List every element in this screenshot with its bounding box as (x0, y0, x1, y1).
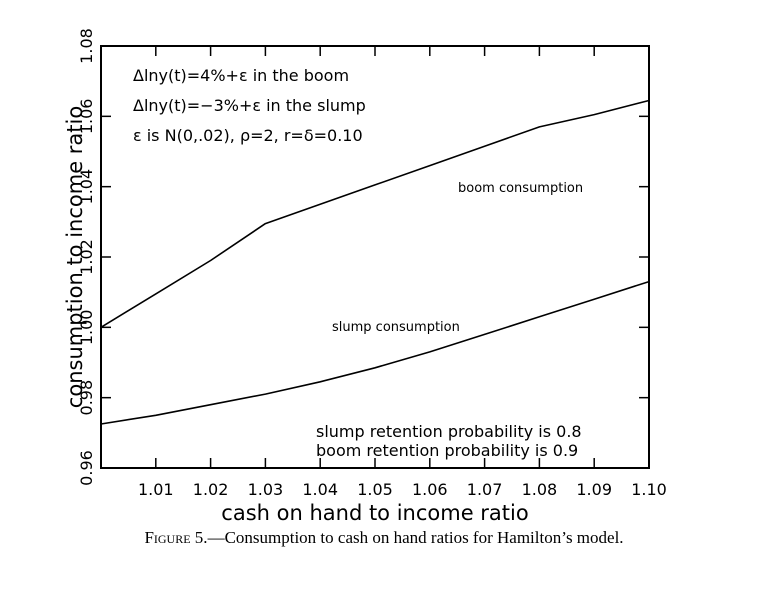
figure-caption: Figure 5.—Consumption to cash on hand ra… (0, 528, 768, 548)
boom-consumption-label: boom consumption (458, 181, 583, 196)
x-tick-label: 1.03 (248, 480, 284, 499)
y-tick-label: 0.98 (77, 380, 96, 416)
boom-consumption-line (100, 99, 650, 328)
annotation-parameters: ε is N(0,.02), ρ=2, r=δ=0.10 (133, 126, 363, 145)
slump-consumption-line (100, 280, 650, 425)
figure-number: Figure 5. (144, 528, 208, 547)
y-tick-label: 1.06 (77, 99, 96, 135)
x-axis-ticks: 1.01 1.02 1.03 1.04 1.05 1.06 1.07 1.08 1.09 1.10 (138, 46, 667, 499)
slump-consumption-label: slump consumption (332, 320, 460, 335)
y-axis-label: consumption to income ratio (63, 106, 87, 408)
x-tick-label: 1.06 (412, 480, 448, 499)
x-tick-label: 1.10 (631, 480, 667, 499)
x-tick-label: 1.08 (522, 480, 558, 499)
y-tick-label: 0.96 (77, 450, 96, 486)
x-axis-label: cash on hand to income ratio (221, 501, 528, 525)
figure-caption-text: —Consumption to cash on hand ratios for … (207, 528, 624, 547)
boom-retention-note: boom retention probability is 0.9 (316, 441, 578, 460)
x-tick-label: 1.09 (576, 480, 612, 499)
y-axis-ticks: 0.96 0.98 1.00 1.02 1.04 1.06 1.08 (77, 28, 649, 486)
y-tick-label: 1.00 (77, 310, 96, 346)
series-lines (100, 99, 650, 425)
x-tick-label: 1.04 (302, 480, 338, 499)
annotation-slump-growth: Δlny(t)=−3%+ε in the slump (133, 96, 366, 115)
x-tick-label: 1.01 (138, 480, 174, 499)
y-tick-label: 1.04 (77, 169, 96, 205)
y-tick-label: 1.02 (77, 239, 96, 275)
x-tick-label: 1.07 (467, 480, 503, 499)
annotation-boom-growth: Δlny(t)=4%+ε in the boom (133, 66, 349, 85)
x-tick-label: 1.02 (193, 480, 229, 499)
x-tick-label: 1.05 (357, 480, 393, 499)
y-tick-label: 1.08 (77, 28, 96, 64)
slump-retention-note: slump retention probability is 0.8 (316, 422, 582, 441)
